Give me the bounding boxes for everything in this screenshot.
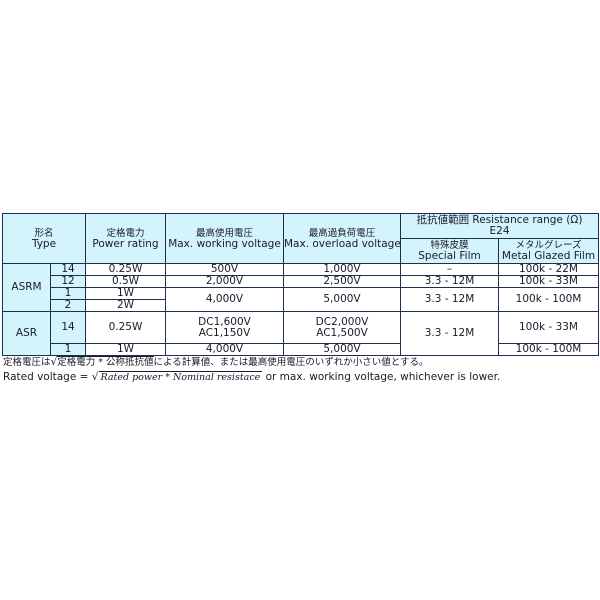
- table-row: 1 1W 4,000V 5,000V 100k - 100M: [3, 343, 599, 356]
- overload-voltage: 5,000V: [283, 287, 401, 312]
- special-film: –: [400, 263, 499, 276]
- metal-glazed: 100k - 33M: [498, 275, 599, 288]
- subtype: 12: [50, 275, 86, 288]
- note-en: Rated voltage = √ Rated power * Nominal r…: [3, 371, 501, 383]
- working-voltage: 4,000V: [165, 343, 284, 356]
- subtype: 2: [50, 299, 86, 312]
- table-row: ASRM 14 0.25W 500V 1,000V – 100k - 22M: [2, 263, 599, 312]
- table-row: 2 2W: [3, 299, 599, 312]
- overload-voltage: 1,000V: [283, 263, 401, 276]
- subtype: 1: [50, 287, 86, 300]
- power: 1W: [85, 287, 166, 300]
- working-voltage: 4,000V: [165, 287, 284, 312]
- subtype: 1: [50, 343, 86, 356]
- overload-voltage: 5,000V: [283, 343, 401, 356]
- subtype: 14: [50, 311, 86, 344]
- table-row: ASR 14 0.25W DC1,600V AC1,150V DC2,000V AC…: [2, 311, 599, 356]
- header-type: 形名 Type: [2, 213, 86, 264]
- overload-voltage: 2,500V: [283, 275, 401, 288]
- note-jp: 定格電圧は√定格電力 * 公称抵抗値による計算値、または最高使用電圧のいずれか小…: [3, 356, 429, 368]
- header-overload-voltage: 最高過負荷電圧 Max. overload voltage: [283, 213, 401, 264]
- power: 0.25W: [85, 311, 166, 344]
- special-film: 3.3 - 12M: [400, 275, 499, 288]
- header-metal-glazed: メタルグレーズ Metal Glazed Film: [498, 238, 599, 264]
- table-row: 12 0.5W 2,000V 2,500V 3.3 - 12M 100k - 3…: [3, 275, 599, 288]
- metal-glazed: 100k - 100M: [498, 343, 599, 356]
- header-working-voltage: 最高使用電圧 Max. working voltage: [165, 213, 284, 264]
- working-voltage: 500V: [165, 263, 284, 276]
- metal-glazed: 100k - 100M: [498, 287, 599, 312]
- power: 0.25W: [85, 263, 166, 276]
- metal-glazed: 100k - 33M: [498, 311, 599, 344]
- header-special-film: 特殊皮膜 Special Film: [400, 238, 499, 264]
- table-row: 1 1W 4,000V 5,000V 3.3 - 12M 100k - 100M: [3, 287, 599, 312]
- working-voltage: DC1,600V AC1,150V: [165, 311, 284, 344]
- subtype: 14: [50, 263, 86, 276]
- spec-table: 形名 Type 定格電力 Power rating 最高使用電圧 Max. worki…: [2, 213, 599, 356]
- type-asrm: ASRM: [2, 263, 51, 312]
- overload-voltage: DC2,000V AC1,500V: [283, 311, 401, 344]
- notes: 定格電圧は√定格電力 * 公称抵抗値による計算値、または最高使用電圧のいずれか小…: [3, 355, 500, 385]
- power: 0.5W: [85, 275, 166, 288]
- metal-glazed: 100k - 22M: [498, 263, 599, 276]
- working-voltage: 2,000V: [165, 275, 284, 288]
- power: 2W: [85, 299, 166, 312]
- power: 1W: [85, 343, 166, 356]
- type-asr: ASR: [2, 311, 51, 356]
- header-power: 定格電力 Power rating: [85, 213, 166, 264]
- header-resistance-range: 抵抗値範囲 Resistance range (Ω) E24: [400, 213, 599, 239]
- special-film: 3.3 - 12M: [400, 311, 499, 356]
- special-film: 3.3 - 12M: [400, 287, 499, 312]
